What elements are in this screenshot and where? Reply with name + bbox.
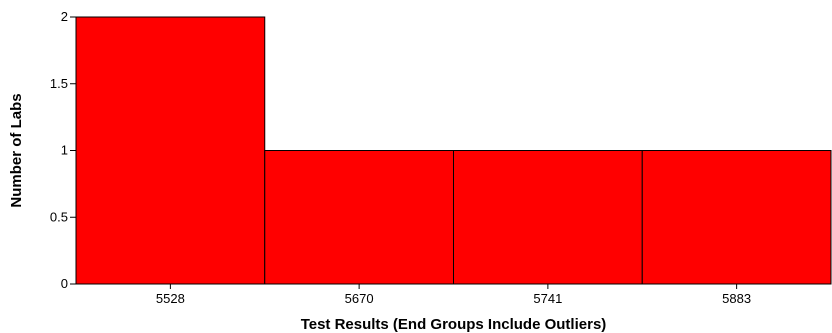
x-axis-title: Test Results (End Groups Include Outlier… xyxy=(301,316,607,333)
y-tick-label: 1 xyxy=(61,143,68,158)
bar-5741 xyxy=(453,150,643,285)
x-axis: 5528 5670 5741 5883 xyxy=(76,283,831,306)
bar-5670 xyxy=(264,150,454,285)
y-tick-label: 2 xyxy=(61,9,68,24)
y-tick-label: 0 xyxy=(61,276,68,291)
x-tick-label: 5741 xyxy=(533,291,562,306)
y-tick-label: 0.5 xyxy=(50,209,68,224)
y-tick-label: 1.5 xyxy=(50,76,68,91)
bar-5528 xyxy=(75,16,266,285)
bars-group xyxy=(75,16,832,285)
bar-5883 xyxy=(641,150,832,285)
x-tick-label: 5528 xyxy=(156,291,185,306)
x-tick-label: 5670 xyxy=(345,291,374,306)
y-axis: 0 0.5 1 1.5 2 xyxy=(50,9,77,291)
x-tick-label: 5883 xyxy=(722,291,751,306)
y-axis-title: Number of Labs xyxy=(8,93,25,207)
